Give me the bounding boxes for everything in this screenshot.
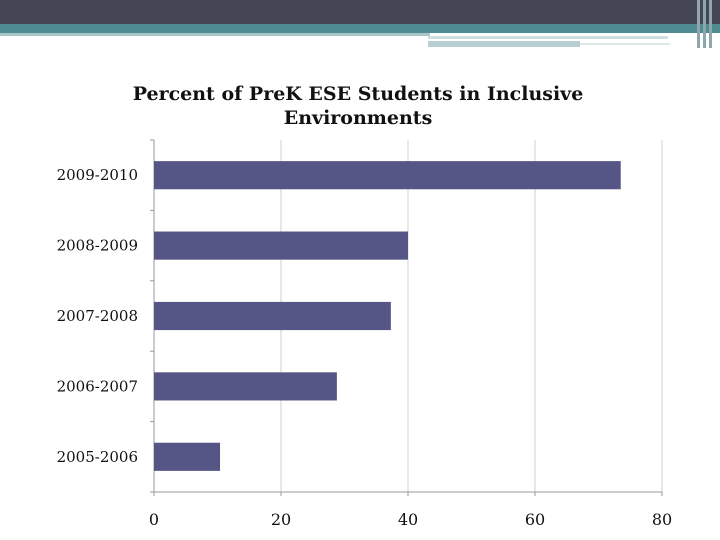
x-tick-label-40: 40 [398, 510, 418, 529]
corner-bar-3 [709, 0, 712, 48]
header-band [0, 0, 720, 24]
x-axis-labels: 0 20 40 60 80 [149, 510, 672, 529]
y-tick-label-2005-2006: 2005-2006 [57, 448, 138, 466]
corner-bar-2 [703, 0, 706, 48]
y-tick-label-2008-2009: 2008-2009 [57, 237, 138, 255]
x-tick-label-20: 20 [271, 510, 291, 529]
header-rule-right-bottom [428, 41, 580, 47]
header-rule-left [0, 33, 430, 36]
header-rule-right-top [428, 36, 668, 39]
chart-title-line-1: Percent of PreK ESE Students in Inclusiv… [133, 83, 584, 105]
bars [154, 161, 621, 471]
bar-2006-2007 [154, 372, 337, 401]
bar-2005-2006 [154, 442, 221, 471]
header-rule-right-thin [580, 43, 670, 45]
y-axis-labels: 2009-2010 2008-2009 2007-2008 2006-2007 2005… [57, 166, 138, 466]
y-tick-label-2009-2010: 2009-2010 [57, 166, 138, 184]
chart-title-line-2: Environments [284, 107, 433, 129]
bar-2008-2009 [154, 231, 408, 260]
y-tick-label-2006-2007: 2006-2007 [57, 377, 138, 395]
y-tick-label-2007-2008: 2007-2008 [57, 307, 138, 325]
bar-2009-2010 [154, 161, 621, 190]
bar-2007-2008 [154, 301, 391, 331]
x-tick-label-60: 60 [525, 510, 545, 529]
x-tick-label-0: 0 [149, 510, 159, 529]
header-accent-band [0, 24, 720, 33]
corner-bar-1 [697, 0, 700, 48]
x-tick-label-80: 80 [652, 510, 672, 529]
